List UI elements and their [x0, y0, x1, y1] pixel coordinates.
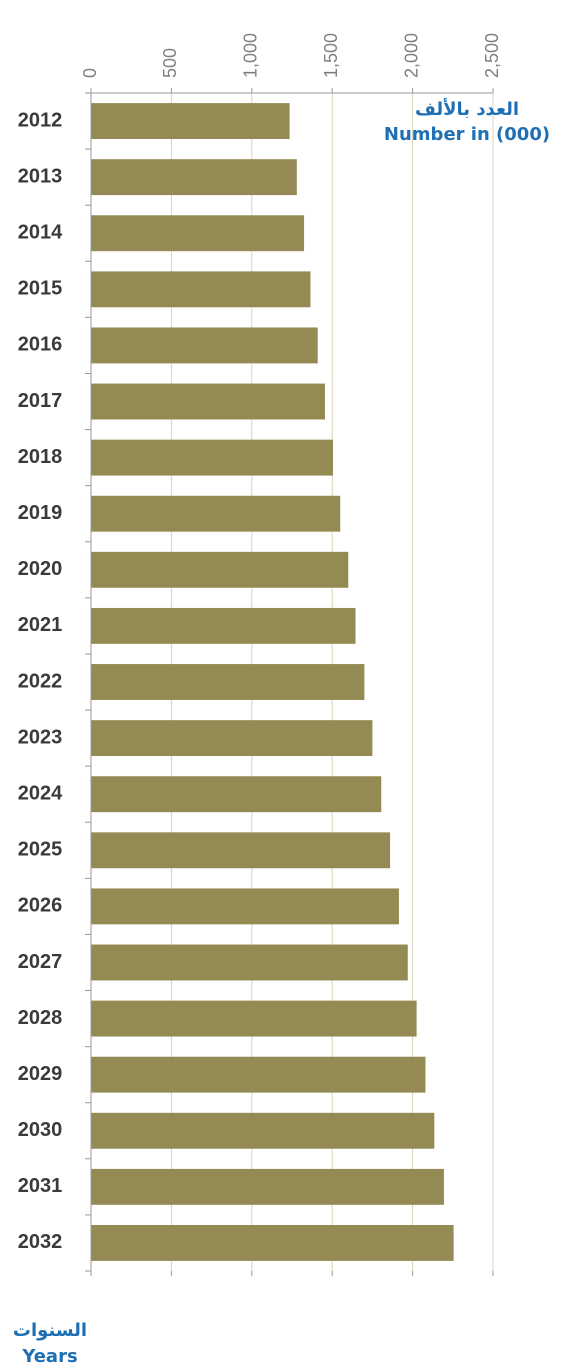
bar-2032: [91, 1225, 454, 1261]
bar-2029: [91, 1056, 426, 1093]
bar-2015: [91, 271, 311, 308]
category-label: 2027: [18, 951, 63, 973]
x-tick-label: 500: [160, 48, 180, 78]
category-label: 2029: [18, 1063, 63, 1085]
category-axis-title: السنوات Years: [0, 1318, 100, 1370]
bar-2027: [91, 944, 408, 981]
category-label: 2026: [18, 895, 63, 917]
category-label: 2023: [18, 726, 63, 748]
bar-2016: [91, 327, 318, 364]
category-axis-title-arabic: السنوات: [12, 1320, 88, 1341]
category-label: 2022: [18, 670, 63, 692]
category-label: 2016: [18, 334, 63, 356]
category-label: 2030: [18, 1119, 63, 1141]
x-tick-label: 1,000: [241, 33, 261, 78]
bar-2019: [91, 495, 341, 532]
category-label: 2031: [18, 1175, 63, 1197]
category-label: 2017: [18, 390, 63, 412]
category-label: 2024: [18, 782, 63, 804]
value-axis-title: العدد بالألف Number in (000): [372, 98, 562, 148]
category-label: 2028: [18, 1007, 63, 1029]
x-tick-label: 2,000: [401, 33, 421, 78]
bar-2030: [91, 1112, 435, 1149]
category-label: 2020: [18, 558, 63, 580]
bar-2020: [91, 551, 349, 588]
bar-2018: [91, 439, 334, 476]
value-axis-title-arabic: العدد بالألف: [414, 99, 520, 120]
category-label: 2032: [18, 1231, 63, 1253]
bar-2026: [91, 888, 399, 925]
category-label: 2015: [18, 278, 63, 300]
category-label: 2013: [18, 165, 63, 187]
category-label: 2014: [18, 222, 63, 244]
category-label: 2018: [18, 446, 63, 468]
bar-2024: [91, 776, 382, 813]
bar-2023: [91, 720, 373, 757]
category-axis-title-english: Years: [22, 1346, 78, 1367]
category-label: 2019: [18, 502, 63, 524]
bar-2028: [91, 1000, 417, 1037]
bar-2025: [91, 832, 391, 869]
value-axis-title-english: Number in (000): [383, 124, 551, 145]
bar-2031: [91, 1168, 444, 1205]
bar-2013: [91, 159, 297, 196]
category-label: 2012: [18, 109, 63, 131]
x-tick-label: 1,500: [321, 33, 341, 78]
x-tick-label: 2,500: [482, 33, 502, 78]
bar-2017: [91, 383, 325, 420]
x-tick-label: 0: [80, 68, 100, 78]
bar-2021: [91, 607, 356, 644]
category-label: 2021: [18, 614, 63, 636]
bar-2022: [91, 664, 365, 700]
category-label: 2025: [18, 839, 63, 861]
bar-2014: [91, 215, 305, 252]
bar-2012: [91, 103, 290, 139]
